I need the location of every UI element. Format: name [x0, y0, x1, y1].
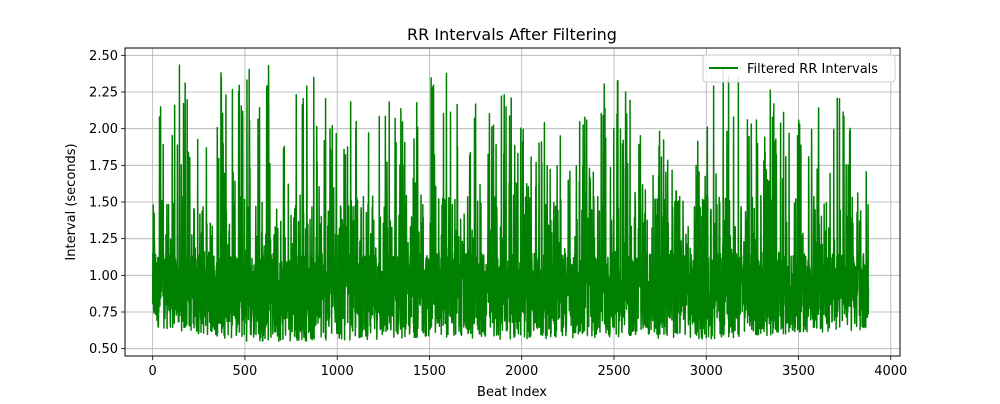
legend-label: Filtered RR Intervals [747, 62, 878, 77]
axis-ticks: 0 500 1000 1500 2000 2500 3000 3500 4000 0.50 0.75… [89, 49, 907, 379]
chart-title: RR Intervals After Filtering [407, 25, 617, 44]
x-axis-label: Beat Index [477, 385, 547, 400]
x-tick-label: 4000 [874, 364, 907, 379]
x-tick-label: 2000 [505, 364, 538, 379]
x-tick-label: 3500 [782, 364, 815, 379]
y-tick-label: 2.25 [89, 86, 118, 101]
legend: Filtered RR Intervals [702, 54, 896, 83]
y-tick-label: 0.75 [89, 306, 118, 321]
series-layer [151, 64, 870, 342]
y-axis-label: Interval (seconds) [64, 143, 79, 260]
y-tick-label: 2.00 [89, 122, 118, 137]
y-tick-label: 1.00 [89, 269, 118, 284]
x-tick-label: 1500 [413, 364, 446, 379]
series-line-filtered-rr-intervals [151, 64, 870, 342]
y-tick-label: 1.25 [89, 232, 118, 247]
x-tick-label: 3000 [690, 364, 723, 379]
legend-box [702, 54, 896, 83]
x-tick-label: 500 [233, 364, 258, 379]
y-tick-label: 2.50 [89, 49, 118, 64]
y-tick-label: 0.50 [89, 342, 118, 357]
x-tick-label: 0 [149, 364, 157, 379]
y-tick-label: 1.75 [89, 159, 118, 174]
x-tick-label: 2500 [597, 364, 630, 379]
x-tick-label: 1000 [321, 364, 354, 379]
y-tick-label: 1.50 [89, 196, 118, 211]
